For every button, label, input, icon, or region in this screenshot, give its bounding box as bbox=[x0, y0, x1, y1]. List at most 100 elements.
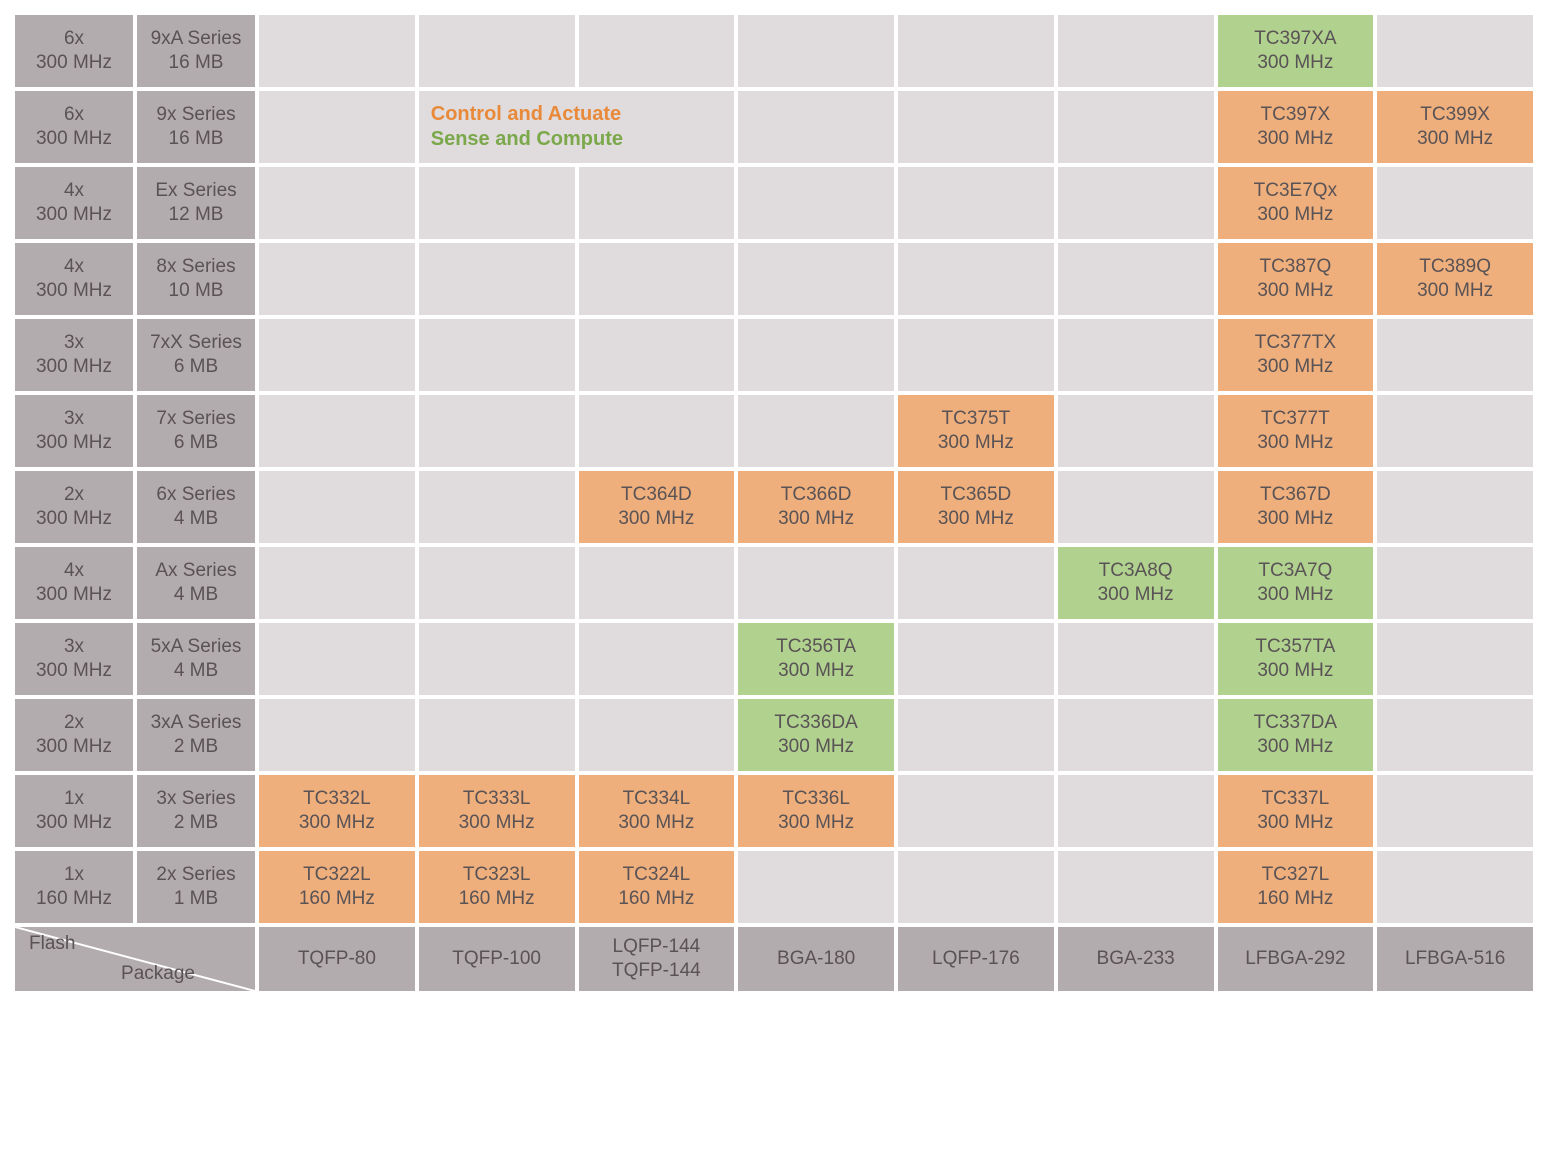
package-header: LQFP-144TQFP-144 bbox=[579, 927, 735, 991]
package-header: TQFP-80 bbox=[259, 927, 415, 991]
empty-cell bbox=[1377, 15, 1533, 87]
empty-cell bbox=[898, 243, 1054, 315]
empty-cell bbox=[898, 547, 1054, 619]
empty-cell bbox=[579, 699, 735, 771]
empty-cell bbox=[579, 15, 735, 87]
empty-cell bbox=[259, 395, 415, 467]
empty-cell bbox=[898, 623, 1054, 695]
empty-cell bbox=[1058, 91, 1214, 163]
empty-cell bbox=[259, 91, 415, 163]
package-header: BGA-180 bbox=[738, 927, 894, 991]
product-matrix: 6x300 MHz9xA Series16 MB TC397XA300 MHz 6x… bbox=[15, 15, 1533, 991]
legend: Control and ActuateSense and Compute bbox=[419, 91, 735, 163]
product-cell: TC366D300 MHz bbox=[738, 471, 894, 543]
empty-cell bbox=[1377, 623, 1533, 695]
empty-cell bbox=[1377, 699, 1533, 771]
product-cell: TC367D300 MHz bbox=[1218, 471, 1374, 543]
row-header-series: 7xX Series6 MB bbox=[137, 319, 255, 391]
empty-cell bbox=[1377, 547, 1533, 619]
empty-cell bbox=[259, 623, 415, 695]
row-header-series: 6x Series4 MB bbox=[137, 471, 255, 543]
row-header-cores: 4x300 MHz bbox=[15, 547, 133, 619]
product-cell: TC323L160 MHz bbox=[419, 851, 575, 923]
row-header-series: 8x Series10 MB bbox=[137, 243, 255, 315]
row-header-series: Ax Series4 MB bbox=[137, 547, 255, 619]
empty-cell bbox=[259, 471, 415, 543]
product-cell: TC322L160 MHz bbox=[259, 851, 415, 923]
empty-cell bbox=[738, 395, 894, 467]
empty-cell bbox=[898, 699, 1054, 771]
product-cell: TC377TX300 MHz bbox=[1218, 319, 1374, 391]
empty-cell bbox=[419, 395, 575, 467]
row-header-cores: 4x300 MHz bbox=[15, 167, 133, 239]
row-header-series: Ex Series12 MB bbox=[137, 167, 255, 239]
package-header: BGA-233 bbox=[1058, 927, 1214, 991]
empty-cell bbox=[738, 15, 894, 87]
empty-cell bbox=[738, 851, 894, 923]
row-header-cores: 6x300 MHz bbox=[15, 91, 133, 163]
empty-cell bbox=[898, 15, 1054, 87]
empty-cell bbox=[259, 15, 415, 87]
empty-cell bbox=[579, 547, 735, 619]
empty-cell bbox=[1058, 15, 1214, 87]
product-cell: TC337DA300 MHz bbox=[1218, 699, 1374, 771]
product-cell: TC332L300 MHz bbox=[259, 775, 415, 847]
empty-cell bbox=[898, 91, 1054, 163]
product-cell: TC389Q300 MHz bbox=[1377, 243, 1533, 315]
empty-cell bbox=[738, 91, 894, 163]
empty-cell bbox=[1377, 167, 1533, 239]
empty-cell bbox=[738, 167, 894, 239]
product-cell: TC377T300 MHz bbox=[1218, 395, 1374, 467]
product-cell: TC365D300 MHz bbox=[898, 471, 1054, 543]
row-header-cores: 6x300 MHz bbox=[15, 15, 133, 87]
row-header-series: 9x Series16 MB bbox=[137, 91, 255, 163]
empty-cell bbox=[1058, 243, 1214, 315]
product-cell: TC397XA300 MHz bbox=[1218, 15, 1374, 87]
row-header-cores: 2x300 MHz bbox=[15, 471, 133, 543]
product-cell: TC337L300 MHz bbox=[1218, 775, 1374, 847]
empty-cell bbox=[419, 319, 575, 391]
empty-cell bbox=[259, 167, 415, 239]
empty-cell bbox=[1377, 775, 1533, 847]
product-cell: TC356TA300 MHz bbox=[738, 623, 894, 695]
empty-cell bbox=[1377, 471, 1533, 543]
product-cell: TC327L160 MHz bbox=[1218, 851, 1374, 923]
empty-cell bbox=[579, 167, 735, 239]
empty-cell bbox=[738, 243, 894, 315]
empty-cell bbox=[1058, 471, 1214, 543]
package-header: LFBGA-516 bbox=[1377, 927, 1533, 991]
row-header-series: 9xA Series16 MB bbox=[137, 15, 255, 87]
empty-cell bbox=[419, 15, 575, 87]
product-cell: TC399X300 MHz bbox=[1377, 91, 1533, 163]
empty-cell bbox=[259, 547, 415, 619]
empty-cell bbox=[898, 775, 1054, 847]
empty-cell bbox=[419, 547, 575, 619]
empty-cell bbox=[898, 167, 1054, 239]
empty-cell bbox=[1377, 851, 1533, 923]
empty-cell bbox=[419, 167, 575, 239]
row-header-series: 5xA Series4 MB bbox=[137, 623, 255, 695]
empty-cell bbox=[1058, 775, 1214, 847]
product-cell: TC324L160 MHz bbox=[579, 851, 735, 923]
axis-corner: FlashPackage bbox=[15, 927, 255, 991]
row-header-series: 3x Series2 MB bbox=[137, 775, 255, 847]
empty-cell bbox=[1058, 851, 1214, 923]
product-cell: TC397X300 MHz bbox=[1218, 91, 1374, 163]
package-header: LQFP-176 bbox=[898, 927, 1054, 991]
product-cell: TC387Q300 MHz bbox=[1218, 243, 1374, 315]
row-header-cores: 1x160 MHz bbox=[15, 851, 133, 923]
row-header-cores: 4x300 MHz bbox=[15, 243, 133, 315]
empty-cell bbox=[1058, 699, 1214, 771]
product-cell: TC357TA300 MHz bbox=[1218, 623, 1374, 695]
empty-cell bbox=[1058, 167, 1214, 239]
empty-cell bbox=[738, 547, 894, 619]
empty-cell bbox=[419, 243, 575, 315]
empty-cell bbox=[1058, 623, 1214, 695]
row-header-cores: 1x300 MHz bbox=[15, 775, 133, 847]
package-header: LFBGA-292 bbox=[1218, 927, 1374, 991]
empty-cell bbox=[419, 699, 575, 771]
empty-cell bbox=[419, 623, 575, 695]
empty-cell bbox=[1377, 395, 1533, 467]
product-cell: TC3E7Qx300 MHz bbox=[1218, 167, 1374, 239]
product-cell: TC336L300 MHz bbox=[738, 775, 894, 847]
